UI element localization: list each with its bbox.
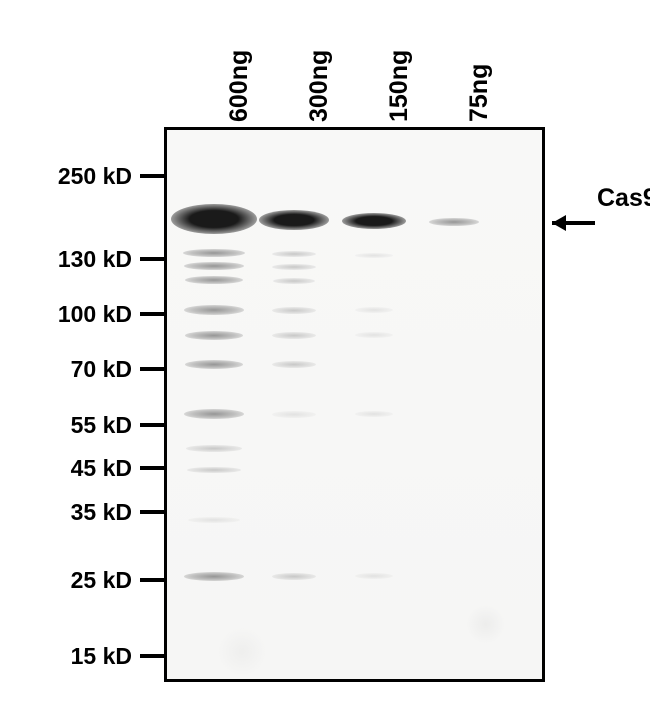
lane-label: 75ng bbox=[465, 64, 494, 122]
band bbox=[185, 360, 243, 369]
band bbox=[355, 307, 393, 313]
band bbox=[259, 210, 329, 230]
band bbox=[187, 467, 241, 473]
mw-label: 35 kD bbox=[0, 499, 132, 526]
band bbox=[273, 278, 315, 284]
band bbox=[185, 331, 243, 340]
band bbox=[429, 218, 479, 226]
mw-label: 15 kD bbox=[0, 643, 132, 670]
mw-label: 45 kD bbox=[0, 455, 132, 482]
band bbox=[272, 251, 316, 257]
lane-label: 150ng bbox=[385, 50, 414, 122]
band bbox=[272, 264, 316, 270]
band bbox=[355, 573, 393, 579]
mw-tick bbox=[140, 466, 164, 470]
band bbox=[185, 276, 243, 284]
band bbox=[355, 253, 393, 258]
mw-label: 130 kD bbox=[0, 246, 132, 273]
band bbox=[184, 262, 244, 270]
mw-tick bbox=[140, 578, 164, 582]
band bbox=[186, 445, 242, 452]
band bbox=[272, 307, 316, 314]
band bbox=[272, 361, 316, 368]
mw-tick bbox=[140, 423, 164, 427]
mw-label: 70 kD bbox=[0, 356, 132, 383]
mw-tick bbox=[140, 654, 164, 658]
mw-label: 250 kD bbox=[0, 163, 132, 190]
mw-tick bbox=[140, 257, 164, 261]
band bbox=[272, 332, 316, 339]
band bbox=[188, 517, 240, 523]
lane-label: 300ng bbox=[305, 50, 334, 122]
band bbox=[184, 409, 244, 419]
band bbox=[342, 213, 406, 229]
band bbox=[184, 305, 244, 315]
mw-label: 55 kD bbox=[0, 412, 132, 439]
mw-label: 25 kD bbox=[0, 567, 132, 594]
figure-container: 600ng 300ng 150ng 75ng 250 kD 130 kD 100 kD 70… bbox=[0, 0, 650, 711]
band bbox=[355, 411, 393, 417]
band bbox=[272, 411, 316, 418]
band bbox=[171, 204, 257, 234]
lane-label: 600ng bbox=[225, 50, 254, 122]
mw-tick bbox=[140, 312, 164, 316]
mw-tick bbox=[140, 174, 164, 178]
band bbox=[184, 572, 244, 581]
mw-label: 100 kD bbox=[0, 301, 132, 328]
band bbox=[272, 573, 316, 580]
target-label: Cas9 bbox=[597, 184, 650, 213]
mw-tick bbox=[140, 510, 164, 514]
arrow-icon bbox=[548, 211, 599, 235]
band bbox=[355, 332, 393, 338]
band bbox=[183, 249, 245, 257]
mw-tick bbox=[140, 367, 164, 371]
